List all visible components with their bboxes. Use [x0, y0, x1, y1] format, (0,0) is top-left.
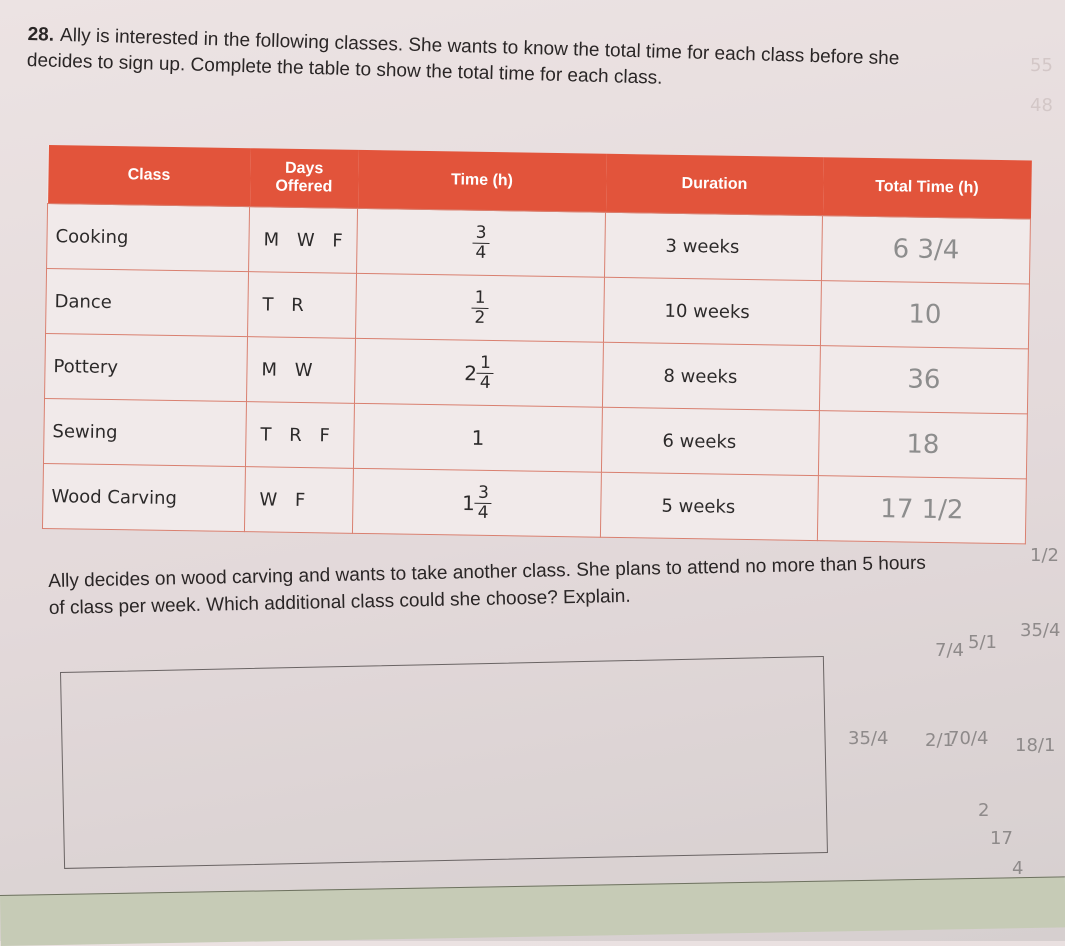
pencil-note: 35/4: [1020, 620, 1060, 641]
time-numerator: 1: [477, 353, 494, 373]
pencil-note: 7/4: [935, 640, 964, 661]
pencil-note: 35/4: [848, 728, 888, 749]
answer-box[interactable]: [60, 656, 828, 869]
class-name: Cooking: [47, 204, 250, 272]
class-name: Pottery: [45, 333, 248, 401]
total-time-input[interactable]: 10: [820, 281, 1029, 349]
pencil-note: 5/1: [968, 632, 997, 653]
pencil-note: 70/4: [948, 728, 988, 749]
class-name: Dance: [46, 268, 249, 336]
time-cell: 1: [353, 403, 602, 472]
time-denominator: 4: [478, 503, 489, 522]
total-time-input[interactable]: 18: [818, 411, 1027, 479]
time-numerator: 3: [475, 483, 492, 503]
time-value: 1: [471, 426, 484, 450]
time-denominator: 4: [475, 243, 486, 262]
days-offered: T R: [248, 272, 357, 339]
time-denominator: 2: [474, 308, 485, 327]
header-duration: Duration: [606, 154, 824, 216]
pencil-note: 18/1: [1015, 735, 1055, 756]
time-denominator: 4: [480, 373, 491, 392]
duration: 10 weeks: [603, 277, 821, 345]
total-time-input[interactable]: 6 3/4: [821, 216, 1030, 284]
header-total: Total Time (h): [822, 157, 1031, 219]
question-number: 28.: [27, 24, 54, 46]
time-whole: 2: [464, 361, 477, 385]
time-numerator: 1: [472, 288, 489, 308]
total-time-input[interactable]: 36: [819, 346, 1028, 414]
pencil-note: 55: [1030, 55, 1053, 76]
days-offered: M W: [246, 337, 355, 404]
pencil-note: 48: [1030, 95, 1053, 116]
days-offered: M W F: [249, 207, 358, 274]
pencil-note: 1/2: [1030, 545, 1059, 566]
time-whole: 1: [462, 491, 475, 515]
pencil-note: 17: [990, 828, 1013, 849]
duration: 3 weeks: [604, 212, 822, 280]
page-bottom-strip: [0, 876, 1065, 946]
question-prompt: 28.Ally is interested in the following c…: [27, 22, 958, 100]
header-days: Days Offered: [250, 148, 359, 208]
duration: 5 weeks: [600, 472, 818, 540]
duration: 6 weeks: [601, 407, 819, 475]
pencil-note: 4: [1012, 858, 1023, 879]
time-numerator: 3: [473, 223, 490, 243]
question-text: Ally is interested in the following clas…: [27, 25, 900, 89]
followup-question: Ally decides on wood carving and wants t…: [48, 550, 929, 622]
total-time-input[interactable]: 17 1/2: [817, 476, 1026, 544]
class-name: Sewing: [43, 398, 246, 466]
header-class: Class: [48, 145, 251, 207]
class-name: Wood Carving: [42, 463, 245, 531]
header-time: Time (h): [358, 150, 607, 212]
duration: 8 weeks: [602, 342, 820, 410]
class-table: Class Days Offered Time (h) Duration Tot…: [42, 145, 1032, 544]
days-offered: T R F: [245, 402, 354, 469]
pencil-note: 2: [978, 800, 989, 821]
days-offered: W F: [244, 467, 353, 534]
